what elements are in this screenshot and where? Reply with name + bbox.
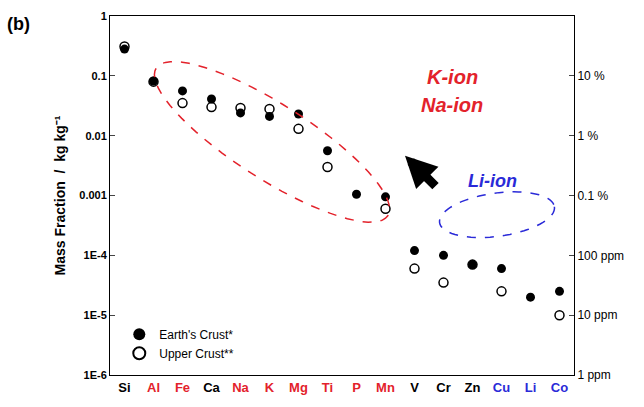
- svg-text:0.01: 0.01: [85, 130, 106, 142]
- svg-text:1 ppm: 1 ppm: [577, 368, 610, 382]
- svg-text:(b): (b): [7, 14, 30, 34]
- svg-text:Mg: Mg: [289, 380, 308, 395]
- svg-text:Na-ion: Na-ion: [421, 94, 483, 116]
- svg-text:1 %: 1 %: [577, 129, 598, 143]
- svg-text:K: K: [265, 380, 275, 395]
- svg-text:Mn: Mn: [376, 380, 395, 395]
- svg-text:Fe: Fe: [175, 380, 190, 395]
- svg-text:Ca: Ca: [203, 380, 220, 395]
- svg-text:Earth's Crust*: Earth's Crust*: [159, 328, 233, 342]
- svg-text:Zn: Zn: [465, 380, 481, 395]
- svg-text:K-ion: K-ion: [427, 66, 478, 88]
- svg-text:1E-6: 1E-6: [84, 369, 107, 381]
- svg-text:Mass Fraction / kg kg⁻¹: Mass Fraction / kg kg⁻¹: [52, 115, 68, 275]
- svg-text:Cu: Cu: [493, 380, 510, 395]
- svg-text:Li: Li: [525, 380, 537, 395]
- svg-text:Ti: Ti: [322, 380, 333, 395]
- svg-text:1: 1: [101, 10, 107, 22]
- svg-text:100 ppm: 100 ppm: [577, 249, 624, 263]
- svg-text:Al: Al: [147, 380, 160, 395]
- svg-text:0.001: 0.001: [79, 189, 107, 201]
- svg-text:Cr: Cr: [436, 380, 450, 395]
- svg-text:1E-4: 1E-4: [84, 249, 108, 261]
- svg-text:Li-ion: Li-ion: [468, 171, 517, 191]
- svg-text:10 ppm: 10 ppm: [577, 308, 617, 322]
- svg-text:V: V: [410, 380, 419, 395]
- svg-text:Si: Si: [118, 380, 130, 395]
- svg-text:P: P: [352, 380, 361, 395]
- svg-text:Co: Co: [551, 380, 568, 395]
- svg-text:1E-5: 1E-5: [84, 309, 107, 321]
- svg-text:10 %: 10 %: [577, 69, 605, 83]
- svg-text:Upper Crust**: Upper Crust**: [159, 347, 233, 361]
- svg-text:0.1 %: 0.1 %: [577, 189, 608, 203]
- svg-text:0.1: 0.1: [92, 70, 107, 82]
- svg-text:Na: Na: [232, 380, 249, 395]
